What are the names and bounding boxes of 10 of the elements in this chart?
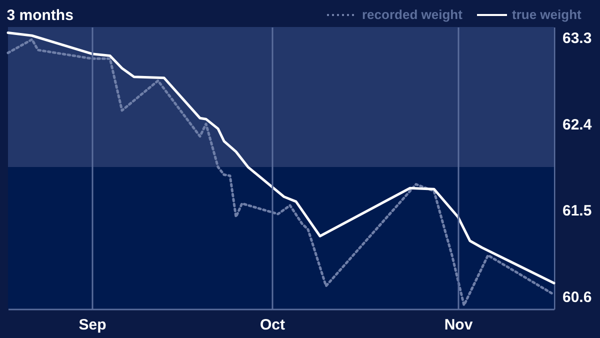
x-tick-label: Sep (78, 316, 106, 334)
y-tick-label: 62.4 (562, 116, 592, 134)
y-tick-label: 61.5 (562, 202, 592, 220)
y-tick-label: 60.6 (562, 289, 592, 306)
legend-label: true weight (512, 7, 582, 22)
chart-title: 3 months (6, 7, 74, 24)
x-tick-label: Oct (260, 316, 286, 334)
x-tick-label: Nov (444, 316, 474, 334)
legend-label: recorded weight (362, 7, 464, 22)
y-tick-label: 63.3 (562, 30, 592, 48)
